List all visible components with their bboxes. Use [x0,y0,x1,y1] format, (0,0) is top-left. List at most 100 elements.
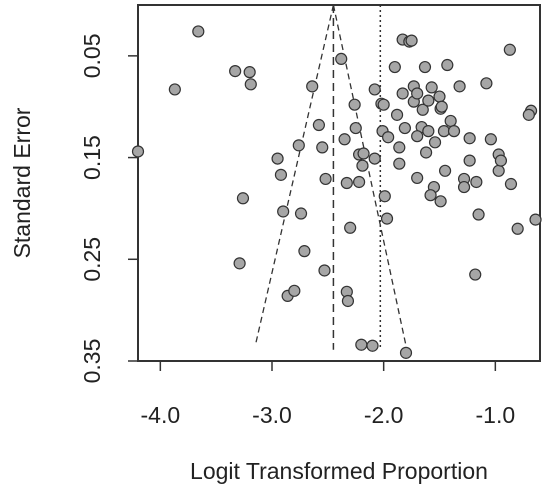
data-point [447,125,461,138]
data-point [411,171,424,185]
data-point [437,125,451,138]
x-tick-label: -3.0 [252,402,292,428]
data-point [355,338,368,351]
data-points [131,25,542,359]
data-point [192,25,205,38]
data-point [294,207,308,220]
data-point [411,87,424,100]
data-point [277,205,290,218]
data-point [393,141,406,154]
x-axis: -4.0 -3.0 -2.0 -1.0 [141,361,516,428]
y-axis: 0.05 0.15 0.25 0.35 [79,33,138,383]
x-axis-title: Logit Transformed Proportion [190,458,488,484]
data-point [393,157,406,170]
data-point [353,175,366,189]
data-point [298,245,311,258]
data-point [463,132,476,145]
data-point [356,159,369,172]
data-point [382,131,395,144]
data-point [398,121,411,135]
data-point [312,118,325,132]
data-point [480,77,493,90]
data-point [494,154,508,167]
data-point [292,139,305,152]
y-tick-label: 0.15 [79,135,105,180]
data-point [396,87,409,100]
data-point [243,66,256,79]
data-point [435,100,448,113]
data-point [348,98,361,111]
data-point [377,98,390,111]
data-point [422,125,435,138]
data-point [441,58,454,72]
data-point [529,213,542,226]
y-tick-label: 0.25 [79,237,105,282]
data-point [511,222,524,235]
data-point [390,108,404,121]
data-point [433,90,446,103]
data-point [349,121,362,135]
data-point [271,152,284,165]
funnel-left-boundary [254,4,335,346]
data-point [274,168,288,181]
data-point [470,175,483,189]
data-point [368,83,381,96]
data-point [316,141,329,154]
reference-lines [254,4,407,350]
data-point [416,103,429,116]
data-point [378,190,391,203]
data-point [444,114,457,128]
data-point [341,294,355,308]
data-point [522,108,535,121]
data-point [424,189,437,202]
data-point [457,180,471,194]
y-tick-label: 0.35 [79,339,105,384]
data-point [236,192,250,205]
data-point [405,34,418,47]
plot-frame [137,4,541,362]
funnel-right-boundary [332,4,407,346]
data-point [340,176,353,190]
data-point [244,78,257,91]
data-point [420,146,433,159]
data-point [388,60,401,74]
data-point [418,60,432,74]
data-point [335,52,348,66]
data-point [492,164,505,177]
data-point [366,339,379,352]
data-point [306,80,319,93]
data-point [399,346,413,359]
data-point [229,65,242,78]
data-point [472,208,485,221]
y-tick-label: 0.05 [79,33,105,78]
y-axis-title: Standard Error [9,107,35,258]
data-point [357,147,370,160]
data-point [422,94,435,107]
x-tick-label: -4.0 [141,402,181,428]
data-point [425,81,438,94]
plot-frame-group [137,4,541,362]
data-point [233,257,246,270]
data-point [380,212,394,225]
data-point [131,145,145,158]
data-point [344,221,357,234]
x-tick-label: -2.0 [364,402,404,428]
x-tick-label: -1.0 [476,402,516,428]
data-point [319,172,332,186]
data-point [469,268,482,281]
data-point [484,133,497,146]
data-point [411,130,424,143]
data-point [434,195,447,208]
data-point [503,43,516,56]
data-point [368,152,381,165]
data-point [428,136,442,149]
data-point [463,154,476,167]
data-point [504,177,518,191]
data-point [453,80,466,93]
data-point [338,133,351,146]
data-point [318,264,331,277]
data-point [288,284,301,297]
data-point [168,83,181,96]
